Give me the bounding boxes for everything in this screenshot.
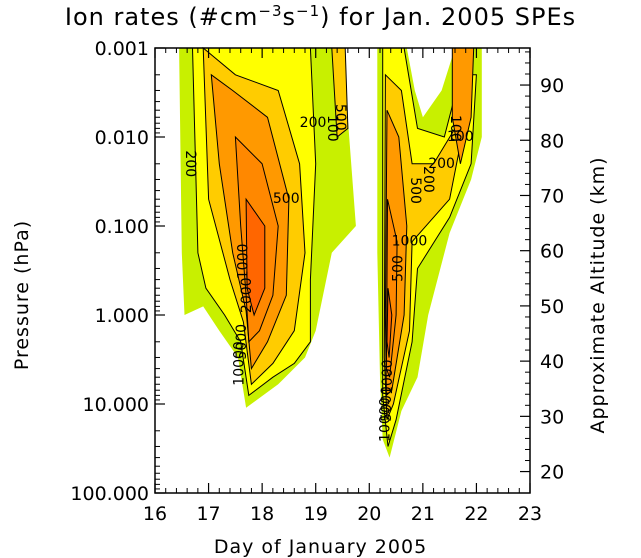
x-tick-label: 17 — [196, 503, 220, 525]
y-tick-label: 1.000 — [95, 305, 149, 327]
contour-label: 100 — [447, 115, 463, 142]
contour-fill-region — [246, 199, 265, 315]
plot-frame — [154, 47, 531, 494]
contour-label: 200 — [428, 156, 455, 172]
contour-label: 2000 — [239, 277, 255, 313]
y-tick-label: 0.001 — [95, 38, 149, 60]
x-tick-label: 16 — [143, 503, 167, 525]
y-axis-label: Pressure (hPa) — [11, 219, 33, 371]
contour-label: 500 — [332, 104, 348, 131]
contour-line — [383, 73, 467, 420]
contour-line — [384, 109, 408, 397]
y-right-tick-label: 60 — [540, 241, 564, 263]
y-right-axis-ticks: 20 30 40 50 60 70 80 90 — [520, 51, 564, 484]
contour-line — [202, 46, 306, 386]
contour-label: 200 — [182, 150, 198, 177]
contour-line — [245, 197, 266, 317]
contour-label: 5000 — [234, 324, 250, 360]
x-axis-label: Day of January 2005 — [213, 536, 428, 558]
y-right-tick-label: 80 — [540, 130, 564, 152]
y-tick-label: 100.000 — [70, 483, 149, 505]
y-tick-label: 0.100 — [95, 216, 149, 238]
y-right-tick-label: 30 — [540, 406, 564, 428]
contour-line — [234, 135, 279, 343]
contour-line — [382, 47, 477, 447]
contour-label: 1000 — [392, 234, 428, 250]
x-axis-ticks: 16 17 18 19 20 21 22 23 — [143, 48, 542, 525]
contour-label: 10000 — [377, 397, 393, 442]
contour-label: 100 — [447, 129, 474, 145]
contour-label: 5000 — [379, 386, 395, 422]
x-tick-label: 23 — [518, 503, 542, 525]
contour-label: 10000 — [232, 341, 248, 386]
contour-fills — [179, 48, 482, 458]
y-tick-label: 10.000 — [83, 394, 149, 416]
contour-label: 200 — [300, 115, 327, 131]
y-right-tick-label: 50 — [540, 296, 564, 318]
contour-line — [210, 73, 290, 371]
contour-label: 500 — [391, 255, 407, 282]
contour-label: 1000 — [380, 359, 396, 395]
y-axis-ticks: 0.001 0.010 0.100 1.000 10.000 100.000 — [70, 38, 165, 505]
contour-line — [386, 288, 393, 358]
y-right-axis-label: Approximate Altitude (km) — [587, 156, 609, 434]
contour-fill-region — [384, 74, 466, 420]
contour-label: 1000 — [235, 244, 251, 280]
x-tick-label: 22 — [464, 503, 488, 525]
y-right-tick-label: 40 — [540, 351, 564, 373]
y-right-tick-label: 20 — [540, 462, 564, 484]
contour-fill-region — [387, 288, 392, 358]
contour-label: 100 — [324, 115, 340, 142]
contour-label: 500 — [273, 191, 300, 207]
y-right-tick-label: 70 — [540, 185, 564, 207]
contour-label: 200 — [420, 166, 436, 193]
contour-label: 500 — [407, 177, 423, 204]
x-tick-label: 19 — [304, 503, 328, 525]
x-tick-label: 20 — [357, 503, 381, 525]
chart-title: Ion rates (#cm−3s−1) for Jan. 2005 SPEs — [64, 2, 577, 31]
y-right-tick-label: 90 — [540, 75, 564, 97]
x-tick-label: 21 — [411, 503, 435, 525]
x-tick-label: 18 — [250, 503, 274, 525]
y-tick-label: 0.010 — [95, 127, 149, 149]
